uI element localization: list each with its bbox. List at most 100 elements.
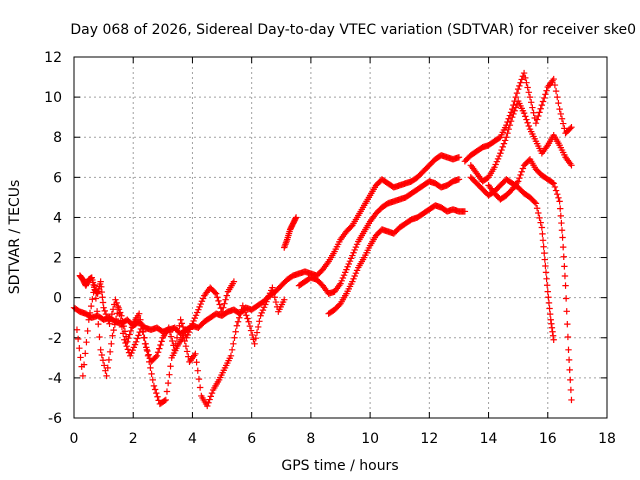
data-point-marker bbox=[567, 386, 575, 394]
data-point-marker bbox=[121, 328, 129, 335]
data-point-marker bbox=[542, 269, 550, 276]
data-point-marker bbox=[545, 299, 553, 307]
data-point-marker bbox=[77, 354, 84, 361]
data-point-marker bbox=[251, 340, 258, 347]
data-point-marker bbox=[562, 295, 570, 302]
data-point-marker bbox=[79, 372, 87, 380]
data-point-marker bbox=[227, 352, 235, 360]
data-point-marker bbox=[105, 356, 113, 364]
data-point-marker bbox=[106, 348, 114, 356]
data-point-marker bbox=[196, 384, 204, 391]
data-point-marker bbox=[518, 168, 525, 175]
data-point-marker bbox=[543, 275, 550, 283]
data-point-marker bbox=[523, 79, 530, 86]
data-point-marker bbox=[552, 187, 560, 194]
x-tick-label: 2 bbox=[129, 431, 138, 447]
y-tick-label: 8 bbox=[53, 130, 62, 146]
data-point-marker bbox=[148, 370, 155, 378]
x-tick-label: 8 bbox=[306, 431, 315, 447]
data-point-marker bbox=[529, 104, 536, 111]
data-point-marker bbox=[520, 109, 528, 117]
data-point-marker bbox=[545, 294, 552, 301]
data-point-marker bbox=[151, 386, 159, 393]
data-point-marker bbox=[138, 322, 145, 329]
data-point-marker bbox=[559, 234, 566, 241]
data-point-marker bbox=[336, 301, 343, 309]
data-point-marker bbox=[234, 318, 242, 325]
data-point-marker bbox=[214, 294, 221, 301]
data-point-marker bbox=[537, 105, 544, 112]
data-point-marker bbox=[538, 101, 546, 109]
data-point-marker bbox=[556, 105, 563, 113]
data-point-marker bbox=[87, 302, 95, 310]
data-point-marker bbox=[525, 89, 533, 96]
data-point-marker bbox=[564, 320, 571, 328]
y-axis-ticks: -6 -4 -2 0 2 4 6 8 10 12 bbox=[44, 50, 607, 427]
data-point-marker bbox=[172, 340, 180, 347]
data-point-marker bbox=[76, 345, 83, 352]
data-point-marker bbox=[568, 396, 575, 404]
data-point-marker bbox=[141, 340, 149, 347]
data-point-marker bbox=[567, 125, 574, 132]
data-point-marker bbox=[166, 371, 173, 378]
x-tick-label: 12 bbox=[420, 431, 438, 447]
data-point-marker bbox=[131, 341, 139, 348]
series-track-E bbox=[76, 272, 238, 366]
data-point-marker bbox=[281, 296, 288, 303]
data-point-marker bbox=[243, 312, 250, 319]
data-point-marker bbox=[512, 93, 519, 101]
chart-title: Day 068 of 2026, Sidereal Day-to-day VTE… bbox=[70, 22, 636, 38]
data-point-marker bbox=[513, 89, 521, 97]
data-point-marker bbox=[562, 282, 569, 289]
data-point-marker bbox=[563, 308, 570, 315]
y-tick-label: 4 bbox=[53, 210, 62, 226]
data-point-marker bbox=[561, 272, 569, 280]
data-point-marker bbox=[191, 314, 199, 322]
data-point-marker bbox=[199, 295, 207, 302]
y-tick-label: 12 bbox=[44, 50, 62, 66]
data-point-marker bbox=[351, 246, 358, 254]
y-tick-label: -6 bbox=[48, 411, 62, 427]
data-point-marker bbox=[216, 301, 223, 308]
data-point-marker bbox=[558, 227, 566, 234]
data-point-marker bbox=[566, 366, 573, 374]
data-point-marker bbox=[135, 332, 142, 339]
data-point-marker bbox=[253, 329, 261, 336]
x-tick-label: 14 bbox=[480, 431, 498, 447]
data-point-marker bbox=[265, 292, 273, 300]
data-point-marker bbox=[193, 309, 201, 316]
data-point-marker bbox=[186, 326, 194, 333]
series-track-D bbox=[73, 282, 288, 410]
data-point-marker bbox=[232, 328, 239, 335]
data-point-marker bbox=[533, 116, 541, 123]
data-point-marker bbox=[246, 322, 254, 330]
data-point-marker bbox=[129, 347, 136, 354]
data-point-marker bbox=[541, 249, 548, 257]
plot-frame bbox=[73, 56, 608, 419]
data-point-marker bbox=[565, 346, 572, 354]
data-point-marker bbox=[83, 338, 90, 346]
data-point-marker bbox=[86, 309, 94, 317]
data-point-marker bbox=[504, 118, 511, 126]
data-point-marker bbox=[542, 262, 549, 270]
data-point-marker bbox=[184, 331, 191, 339]
data-point-marker bbox=[228, 346, 236, 354]
data-point-marker bbox=[195, 375, 203, 383]
data-point-marker bbox=[156, 345, 163, 352]
data-point-marker bbox=[197, 300, 204, 308]
series-track-B bbox=[295, 176, 463, 297]
data-point-marker bbox=[175, 328, 182, 335]
data-point-marker bbox=[539, 98, 547, 105]
data-point-marker bbox=[137, 316, 144, 323]
data-point-marker bbox=[505, 126, 512, 133]
data-point-marker bbox=[205, 399, 212, 406]
data-point-marker bbox=[559, 120, 567, 127]
y-axis-label: SDTVAR / TECUs bbox=[7, 180, 23, 295]
data-point-marker bbox=[541, 256, 549, 263]
data-point-marker bbox=[152, 353, 159, 361]
data-point-marker bbox=[127, 327, 135, 335]
data-point-marker bbox=[338, 277, 345, 285]
data-point-marker bbox=[158, 338, 165, 345]
data-point-marker bbox=[516, 174, 523, 182]
series-track-H bbox=[467, 97, 575, 185]
